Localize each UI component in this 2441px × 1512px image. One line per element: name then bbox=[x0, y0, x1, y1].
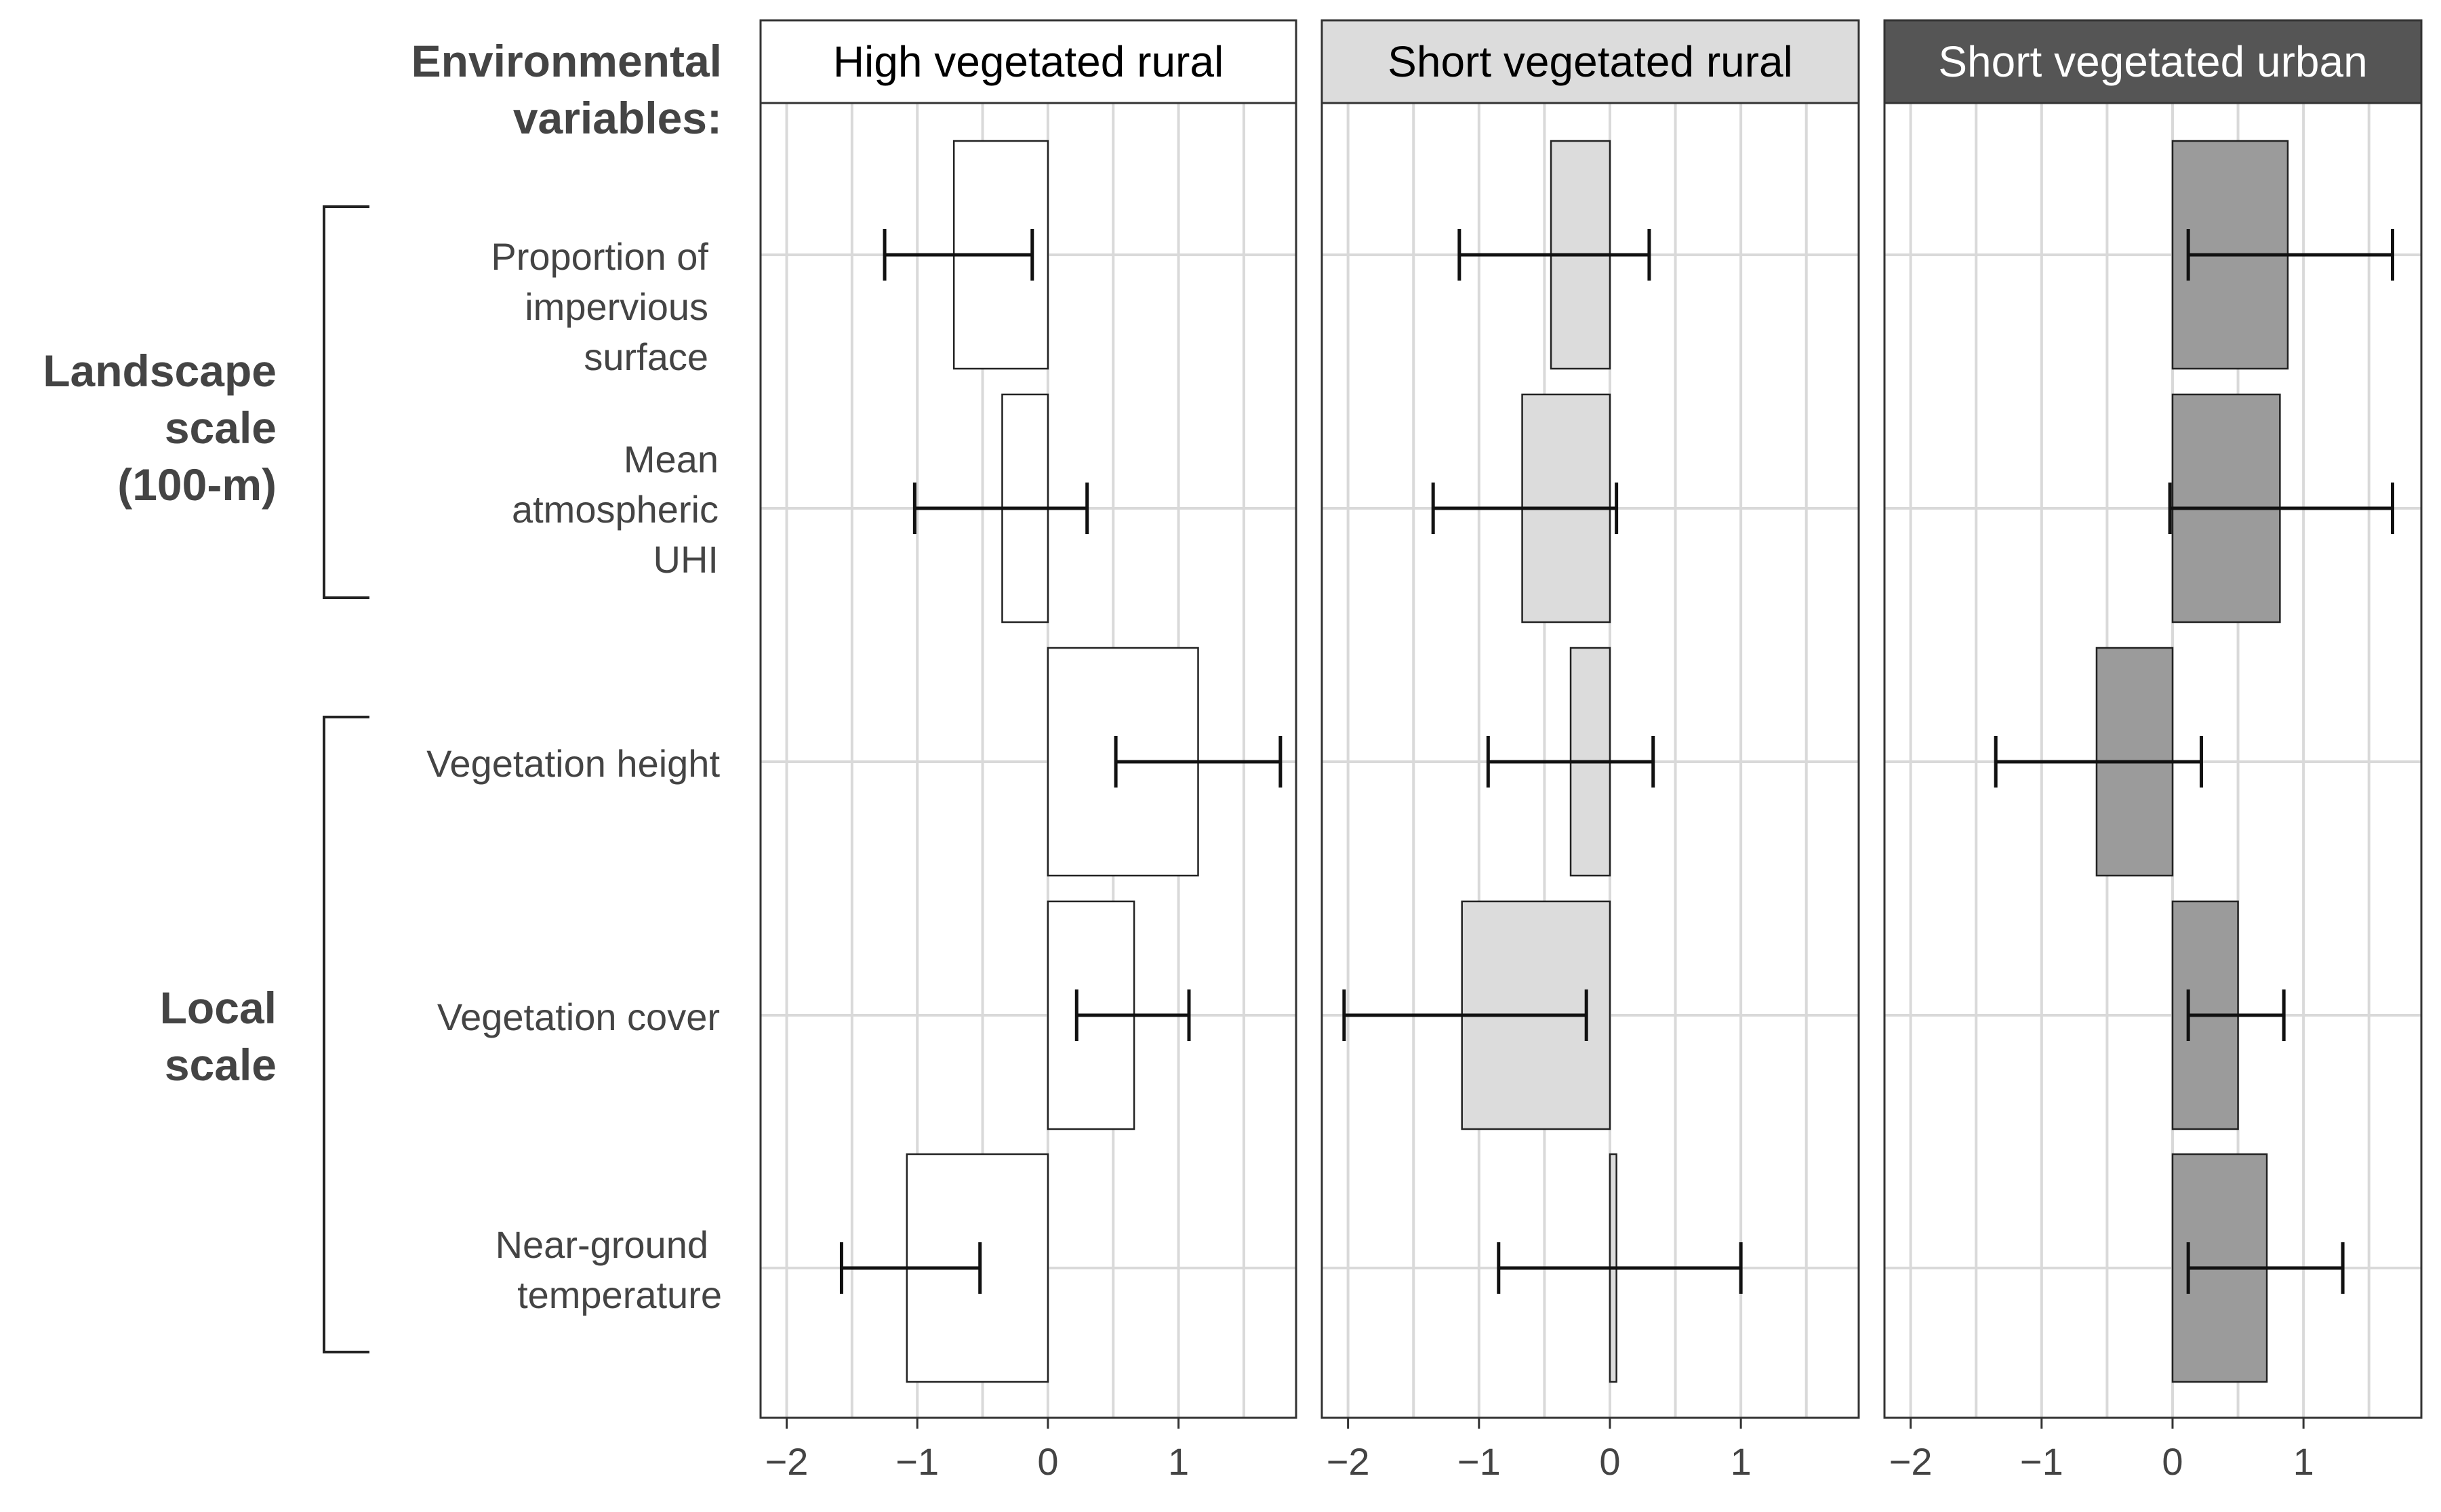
x-tick-label: −1 bbox=[895, 1440, 939, 1483]
panel-short-vegetated-rural: Short vegetated rural −2 −1 0 1 bbox=[1320, 19, 1860, 1483]
row-label-uhi-line-3: UHI bbox=[653, 538, 719, 581]
panel-title: Short vegetated urban bbox=[1938, 37, 2367, 86]
row-label-impervious-line-1: Proportion of bbox=[491, 235, 708, 278]
x-tick-label: −1 bbox=[2020, 1440, 2063, 1483]
group-landscape-line-1: Landscape bbox=[43, 346, 277, 396]
panel-short-vegetated-urban: Short vegetated urban −2 −1 0 1 bbox=[1883, 19, 2423, 1483]
group-local-line-1: Local bbox=[160, 983, 277, 1033]
group-landscape-line-3: (100-m) bbox=[117, 459, 277, 510]
row-label-impervious-line-3: surface bbox=[584, 335, 708, 378]
panel-header bbox=[759, 19, 1297, 104]
x-tick-label: 1 bbox=[1731, 1440, 1752, 1483]
group-local-line-2: scale bbox=[165, 1040, 277, 1090]
row-label-near-ground-line-2: temperature bbox=[517, 1273, 722, 1316]
header-line-2: variables: bbox=[513, 93, 722, 143]
x-tick-label: −1 bbox=[1457, 1440, 1501, 1483]
row-label-near-ground-line-1: Near-ground bbox=[496, 1223, 708, 1266]
row-label-impervious-line-2: impervious bbox=[525, 285, 708, 328]
local-bracket bbox=[323, 716, 369, 1353]
row-label-veg-height: Vegetation height bbox=[426, 742, 720, 785]
x-tick-label: 0 bbox=[1037, 1440, 1058, 1483]
x-tick-label: −2 bbox=[765, 1440, 809, 1483]
x-tick-label: 1 bbox=[1168, 1440, 1189, 1483]
x-tick-label: −2 bbox=[1327, 1440, 1370, 1483]
landscape-bracket bbox=[323, 205, 369, 599]
header-line-1: Environmental bbox=[411, 36, 722, 86]
x-tick-label: 0 bbox=[1599, 1440, 1620, 1483]
panel-high-vegetated-rural: High vegetated rural −2 −1 0 1 bbox=[759, 19, 1297, 1483]
row-label-veg-cover: Vegetation cover bbox=[437, 996, 720, 1038]
panel-title: Short vegetated rural bbox=[1388, 37, 1793, 86]
x-tick-label: 0 bbox=[2162, 1440, 2183, 1483]
panel-title: High vegetated rural bbox=[833, 37, 1224, 86]
row-label-uhi-line-1: Mean bbox=[624, 438, 719, 481]
panel-header bbox=[1320, 19, 1860, 104]
panel-header bbox=[1883, 19, 2423, 104]
row-label-uhi-line-2: atmospheric bbox=[512, 488, 719, 531]
group-landscape-line-2: scale bbox=[165, 403, 277, 453]
x-tick-label: −2 bbox=[1889, 1440, 1933, 1483]
x-tick-label: 1 bbox=[2293, 1440, 2314, 1483]
